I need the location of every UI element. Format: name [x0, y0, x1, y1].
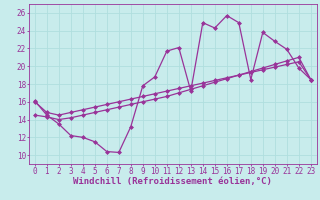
X-axis label: Windchill (Refroidissement éolien,°C): Windchill (Refroidissement éolien,°C): [73, 177, 272, 186]
